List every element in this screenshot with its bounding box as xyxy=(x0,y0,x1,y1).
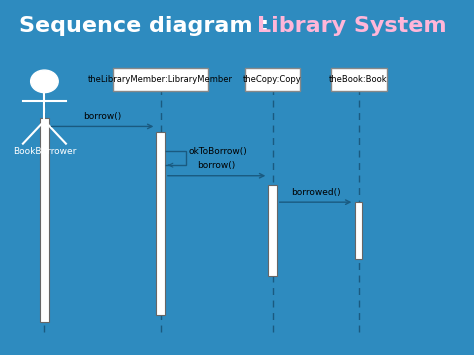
Text: borrowed(): borrowed() xyxy=(291,187,340,197)
Text: theLibraryMember:LibraryMember: theLibraryMember:LibraryMember xyxy=(88,75,233,84)
Text: borrow(): borrow() xyxy=(83,112,122,121)
Bar xyxy=(355,202,363,258)
Text: theBook:Book: theBook:Book xyxy=(329,75,388,84)
Text: theCopy:Copy: theCopy:Copy xyxy=(243,75,302,84)
Circle shape xyxy=(31,70,58,93)
Text: okToBorrow(): okToBorrow() xyxy=(189,147,247,156)
Bar xyxy=(156,132,165,315)
Bar xyxy=(40,118,49,322)
FancyBboxPatch shape xyxy=(245,68,301,91)
Text: Library System: Library System xyxy=(257,16,447,36)
Bar xyxy=(268,185,277,276)
Text: BookBorrower: BookBorrower xyxy=(13,147,76,156)
Text: Sequence diagram :: Sequence diagram : xyxy=(18,16,277,36)
FancyBboxPatch shape xyxy=(331,68,387,91)
FancyBboxPatch shape xyxy=(113,68,208,91)
Text: borrow(): borrow() xyxy=(198,161,236,170)
